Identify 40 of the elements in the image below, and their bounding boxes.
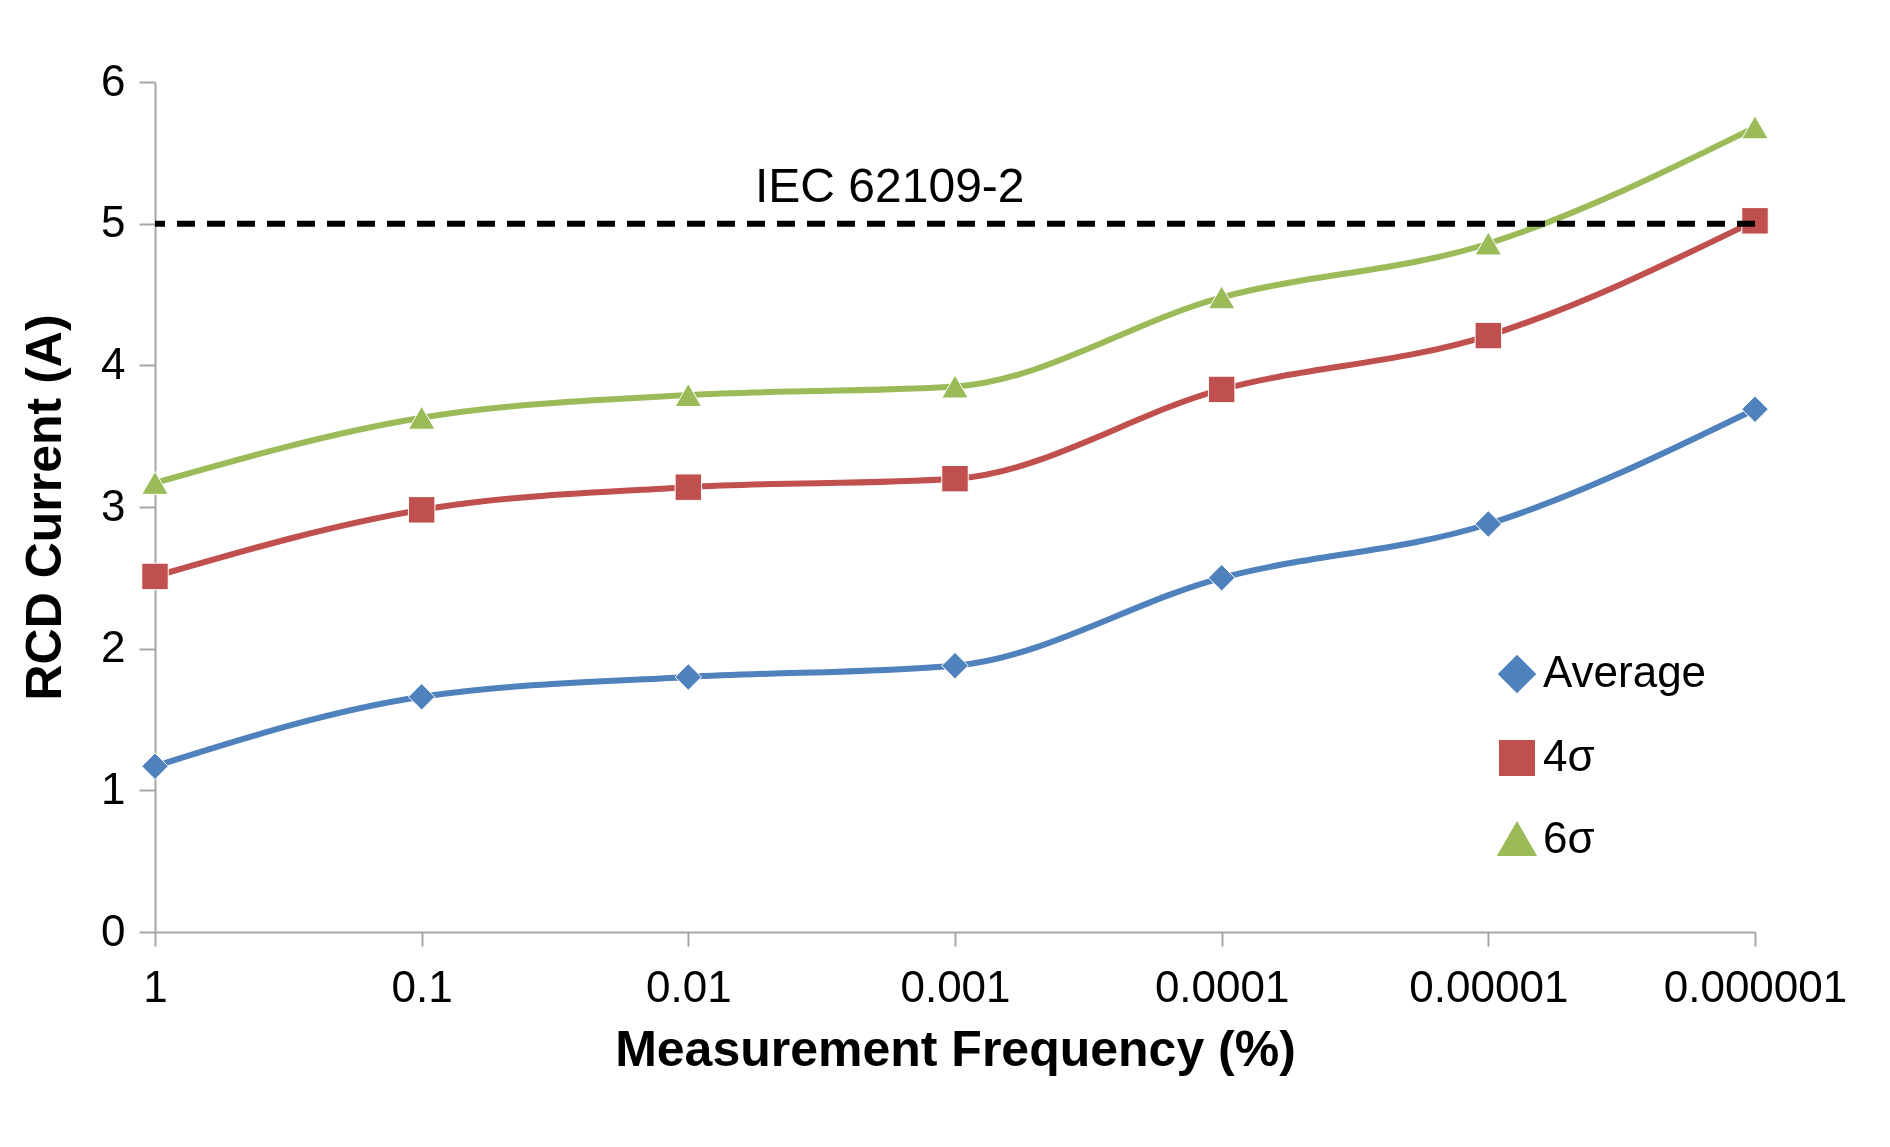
y-tick-label: 1 (101, 763, 126, 813)
legend-label: 4σ (1543, 731, 1595, 780)
point (1474, 510, 1503, 538)
y-tick-label: 2 (101, 622, 126, 672)
point (141, 470, 169, 495)
y-tick-label: 3 (101, 480, 126, 530)
point (1207, 564, 1236, 592)
point (141, 752, 169, 780)
point (407, 405, 436, 430)
point (1741, 115, 1769, 140)
y-axis-title: RCD Current (A) (16, 314, 73, 701)
x-tick-label: 0.001 (900, 961, 1011, 1011)
legend-label: 6σ (1543, 813, 1595, 862)
y-tick-label: 6 (101, 55, 126, 105)
point (1207, 375, 1236, 404)
point (1474, 321, 1503, 350)
y-tick-label: 4 (101, 338, 126, 388)
x-tick-label: 0.1 (391, 961, 453, 1011)
point (407, 683, 436, 711)
x-tick-label: 0.01 (646, 961, 732, 1011)
x-tick-label: 0.0001 (1154, 961, 1290, 1011)
point (674, 473, 703, 501)
x-tick-label: 0.000001 (1663, 961, 1848, 1011)
ref-line-label: IEC 62109-2 (755, 158, 1025, 212)
point (674, 383, 703, 408)
point (1741, 395, 1769, 423)
point (941, 651, 969, 680)
y-tick-label: 5 (101, 197, 126, 247)
point (941, 464, 969, 493)
x-tick-label: 1 (143, 961, 168, 1011)
y-tick-label: 0 (101, 905, 126, 955)
point (141, 562, 169, 591)
point (407, 496, 436, 524)
x-tick-label: 0.00001 (1409, 961, 1569, 1011)
legend-label: Average (1543, 647, 1707, 696)
point (674, 663, 703, 691)
point (1207, 285, 1236, 310)
point (1474, 231, 1503, 256)
x-axis-title: Measurement Frequency (%) (615, 1020, 1296, 1077)
point (941, 374, 969, 399)
